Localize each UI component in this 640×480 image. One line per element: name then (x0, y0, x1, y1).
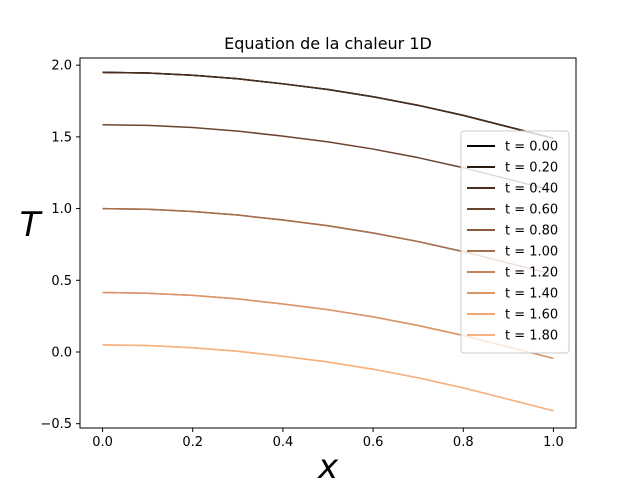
legend-label-2: t = 0.40 (505, 182, 558, 197)
legend-label-5: t = 1.00 (505, 245, 558, 260)
y-tick-label-4: 1.5 (51, 130, 72, 145)
x-axis-ticks: 0.0 0.2 0.4 0.6 0.8 1.0 (92, 428, 564, 450)
legend: t = 0.00 t = 0.20 t = 0.40 t = 0.60 t = 0.80… (460, 130, 570, 354)
x-tick-label-0: 0.0 (92, 435, 113, 450)
legend-label-8: t = 1.60 (505, 308, 558, 323)
legend-label-4: t = 0.80 (505, 224, 558, 239)
y-tick-label-3: 1.0 (51, 202, 72, 217)
x-tick-label-3: 0.6 (363, 435, 384, 450)
x-tick-label-2: 0.4 (273, 435, 294, 450)
chart-title: Equation de la chaleur 1D (224, 34, 432, 53)
x-axis-label: x (317, 447, 339, 480)
x-tick-label-1: 0.2 (182, 435, 203, 450)
y-tick-label-5: 2.0 (51, 59, 72, 74)
series-line-2 (102, 71, 554, 140)
legend-label-3: t = 0.60 (505, 203, 558, 218)
y-tick-label-0: −0.5 (40, 417, 72, 432)
series-line-9 (102, 344, 554, 412)
y-tick-label-1: 0.0 (51, 345, 72, 360)
legend-label-1: t = 0.20 (505, 161, 558, 176)
x-tick-label-4: 0.8 (453, 435, 474, 450)
y-axis-label: T (20, 205, 43, 245)
legend-label-9: t = 1.80 (505, 329, 558, 344)
y-tick-label-2: 0.5 (51, 274, 72, 289)
legend-label-0: t = 0.00 (505, 140, 558, 155)
y-axis-ticks: −0.5 0.0 0.5 1.0 1.5 2.0 (40, 59, 80, 432)
legend-label-6: t = 1.20 (505, 266, 558, 281)
x-tick-label-5: 1.0 (543, 435, 564, 450)
legend-box (460, 130, 570, 354)
legend-label-7: t = 1.40 (505, 287, 558, 302)
